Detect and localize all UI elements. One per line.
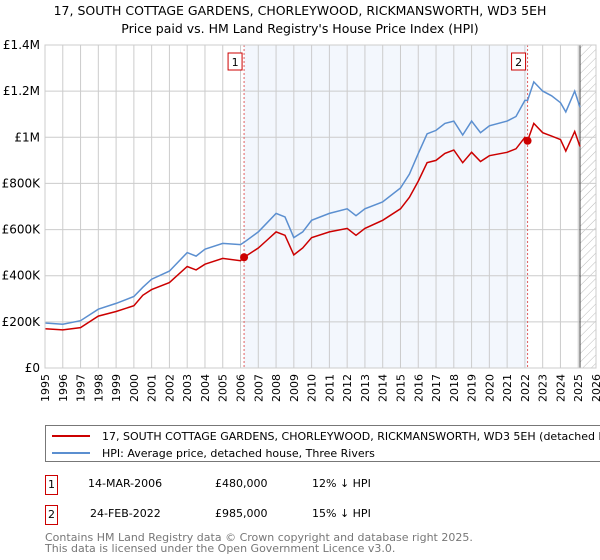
series-line (44, 122, 581, 331)
x-tick-label: 2020 (483, 374, 496, 402)
legend-item-property: 17, SOUTH COTTAGE GARDENS, CHORLEYWOOD, … (46, 428, 600, 444)
x-tick-label: 1997 (75, 374, 88, 402)
transaction-badge: 2 (45, 505, 58, 525)
sale-point (240, 253, 249, 262)
x-tick-label: 2004 (199, 374, 212, 402)
x-tick-label: 2005 (217, 374, 230, 402)
legend-label: 17, SOUTH COTTAGE GARDENS, CHORLEYWOOD, … (102, 429, 600, 443)
y-tick-label: £0 (25, 361, 40, 375)
x-tick-label: 2025 (572, 374, 585, 402)
y-tick-label: £1.2M (3, 84, 40, 98)
legend-swatch-red (52, 435, 90, 437)
series-line (44, 80, 581, 325)
x-tick-label: 2014 (377, 374, 390, 402)
shaded-period (244, 45, 528, 368)
x-tick-label: 2001 (146, 374, 159, 402)
x-tick-label: 2015 (394, 374, 407, 402)
annotation-badge (227, 52, 243, 71)
x-tick-label: 2023 (537, 374, 550, 402)
x-tick-label: 2011 (323, 374, 336, 402)
y-tick-label: £800K (2, 176, 42, 190)
y-tick-label: £600K (2, 223, 42, 237)
footer-licence: This data is licensed under the Open Gov… (45, 542, 396, 555)
transaction-price: £480,000 (215, 477, 268, 490)
transaction-date: 14-MAR-2006 (88, 477, 163, 490)
transaction-row: 1 14-MAR-2006 £480,000 12% ↓ HPI (45, 475, 445, 495)
transaction-delta: 15% ↓ HPI (312, 507, 371, 520)
legend-label: HPI: Average price, detached house, Thre… (102, 446, 375, 460)
x-tick-label: 2016 (412, 374, 425, 402)
x-tick-label: 2021 (501, 374, 514, 402)
x-tick-label: 2003 (181, 374, 194, 402)
x-tick-label: 1996 (57, 374, 70, 402)
x-tick-label: 2024 (554, 374, 567, 402)
annotation-label: 1 (232, 56, 239, 69)
x-tick-label: 2022 (519, 374, 532, 402)
annotation-label: 2 (515, 56, 522, 69)
x-tick-label: 2009 (288, 374, 301, 402)
y-tick-label: £400K (2, 269, 42, 283)
x-tick-label: 2008 (270, 374, 283, 402)
chart-subtitle: Price paid vs. HM Land Registry's House … (121, 21, 479, 36)
legend: 17, SOUTH COTTAGE GARDENS, CHORLEYWOOD, … (45, 425, 600, 462)
sale-point (523, 136, 532, 145)
transaction-delta: 12% ↓ HPI (312, 477, 371, 490)
price-chart: 1995 1996 1997 1998 1999 2000 2001 2002 2003 2004… (2, 38, 600, 402)
forecast-hatch (580, 45, 596, 368)
x-tick-label: 2017 (430, 374, 443, 402)
x-tick-label: 2007 (252, 374, 265, 402)
x-tick-label: 2006 (235, 374, 248, 402)
transaction-badge: 1 (45, 475, 58, 495)
transaction-row: 2 24-FEB-2022 £985,000 15% ↓ HPI (45, 505, 445, 525)
x-tick-label: 2018 (448, 374, 461, 402)
plot-frame (44, 44, 597, 369)
y-tick-label: £1M (14, 130, 40, 144)
transaction-price: £985,000 (215, 507, 268, 520)
x-tick-label: 2000 (128, 374, 141, 402)
x-tick-label: 2013 (359, 374, 372, 402)
legend-swatch-blue (52, 452, 90, 454)
x-tick-label: 1999 (110, 374, 123, 402)
chart-title: 17, SOUTH COTTAGE GARDENS, CHORLEYWOOD, … (53, 3, 547, 18)
x-tick-label: 1995 (39, 374, 52, 402)
y-tick-label: £1.4M (3, 38, 40, 52)
x-tick-label: 2019 (466, 374, 479, 402)
legend-item-hpi: HPI: Average price, detached house, Thre… (46, 445, 375, 461)
x-tick-label: 2026 (590, 374, 600, 402)
y-tick-label: £200K (2, 315, 42, 329)
x-tick-label: 1998 (92, 374, 105, 402)
x-tick-label: 2010 (306, 374, 319, 402)
transaction-date: 24-FEB-2022 (90, 507, 161, 520)
x-tick-label: 2012 (341, 374, 354, 402)
footer: Contains HM Land Registry data © Crown c… (45, 532, 473, 554)
footer-copyright: Contains HM Land Registry data © Crown c… (45, 531, 473, 544)
annotation-badge (511, 52, 527, 71)
x-tick-label: 2002 (163, 374, 176, 402)
